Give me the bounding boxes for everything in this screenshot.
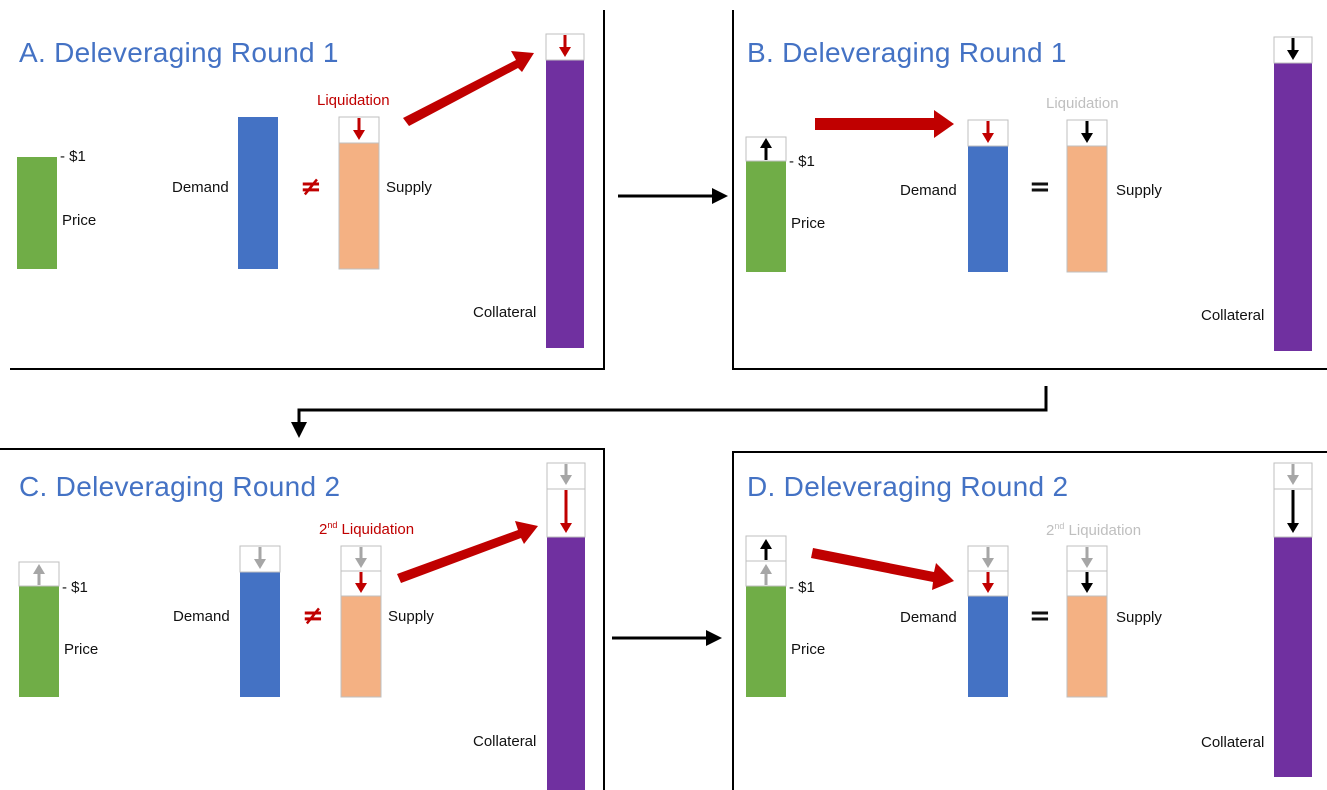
panel-a-frame [10, 10, 605, 370]
liquidation-ordinal-suffix: nd [327, 520, 338, 530]
not-equal-sign: ≠ [302, 601, 324, 631]
collateral-label: Collateral [473, 733, 537, 750]
price-bar [17, 157, 57, 269]
down-arrow-icon [1287, 38, 1299, 60]
supply-bar [338, 142, 380, 270]
up-arrow-icon [760, 138, 772, 160]
collateral-label: Collateral [1201, 734, 1265, 751]
flow-arrow-b-to-c [291, 386, 1048, 438]
liquidation-label: Liquidation [317, 92, 390, 109]
up-arrow-icon [33, 564, 45, 585]
big-red-arrow [815, 110, 954, 138]
big-red-arrow [811, 548, 954, 590]
down-arrow-icon [560, 490, 572, 533]
supply-bar [1066, 595, 1108, 698]
demand-bar [968, 146, 1008, 272]
demand-label: Demand [900, 609, 957, 626]
down-arrow-icon [355, 547, 367, 568]
panel-d-frame [732, 451, 1327, 790]
flow-arrow-c-to-d [612, 630, 722, 646]
demand-label: Demand [173, 608, 230, 625]
collateral-bar [547, 537, 585, 790]
equal-sign: = [1029, 172, 1051, 202]
down-arrow-icon [1081, 547, 1093, 568]
liquidation-text: Liquidation [1064, 522, 1142, 539]
supply-label: Supply [388, 608, 434, 625]
demand-bar [238, 117, 278, 269]
big-red-arrow [403, 51, 534, 126]
equal-sign: = [1029, 601, 1051, 631]
liquidation-ordinal-suffix: nd [1054, 521, 1065, 531]
price-label: Price [62, 212, 97, 229]
down-arrow-icon [1287, 490, 1299, 533]
down-arrow-icon [254, 547, 266, 569]
panel-b [745, 36, 1313, 351]
panel-a [17, 33, 585, 348]
down-arrow-icon [559, 35, 571, 57]
down-arrow-icon [982, 572, 994, 593]
price-tick-label: - $1 [789, 153, 815, 170]
up-arrow-icon [760, 539, 772, 560]
price-label: Price [791, 641, 826, 658]
collateral-label: Collateral [1201, 307, 1265, 324]
liquidation-ordinal: 2 [319, 521, 328, 538]
liquidation-text: Liquidation [337, 521, 415, 538]
supply-label: Supply [1116, 182, 1162, 199]
demand-label: Demand [900, 182, 957, 199]
collateral-bar [1274, 537, 1312, 777]
down-arrow-icon [1081, 572, 1093, 593]
demand-bar [240, 572, 280, 697]
flow-arrow-a-to-b [618, 188, 728, 204]
panel-c [18, 462, 586, 790]
supply-bar [1066, 145, 1108, 273]
up-arrow-icon [760, 564, 772, 585]
supply-bar [340, 595, 382, 698]
second-liquidation-label: 2nd Liquidation [319, 520, 414, 538]
collateral-label: Collateral [473, 304, 537, 321]
panel-d-title: D. Deleveraging Round 2 [747, 471, 1069, 502]
panel-a-title: A. Deleveraging Round 1 [19, 37, 339, 68]
supply-label: Supply [386, 179, 432, 196]
down-arrow-icon [1287, 464, 1299, 485]
down-arrow-icon [982, 547, 994, 568]
big-red-arrow [397, 521, 538, 583]
panel-b-title: B. Deleveraging Round 1 [747, 37, 1067, 68]
down-arrow-icon [982, 121, 994, 143]
liquidation-label: Liquidation [1046, 95, 1119, 112]
price-label: Price [64, 641, 99, 658]
second-liquidation-label: 2nd Liquidation [1046, 521, 1141, 539]
down-arrow-icon [1081, 121, 1093, 143]
price-tick-label: - $1 [789, 579, 815, 596]
price-bar [746, 161, 786, 272]
liquidation-ordinal: 2 [1046, 522, 1055, 539]
panel-c-frame [0, 448, 605, 790]
down-arrow-icon [355, 572, 367, 593]
panel-d [745, 462, 1313, 777]
price-tick-label: - $1 [62, 579, 88, 596]
panel-b-frame [732, 10, 1327, 370]
panel-c-title: C. Deleveraging Round 2 [19, 471, 341, 502]
supply-label: Supply [1116, 609, 1162, 626]
down-arrow-icon [353, 118, 365, 140]
demand-bar [968, 596, 1008, 697]
price-tick-label: - $1 [60, 148, 86, 165]
collateral-bar [546, 60, 584, 348]
demand-label: Demand [172, 179, 229, 196]
price-bar [19, 586, 59, 697]
price-label: Price [791, 215, 826, 232]
collateral-bar [1274, 63, 1312, 351]
down-arrow-icon [560, 464, 572, 485]
not-equal-sign: ≠ [300, 172, 322, 202]
price-bar [746, 586, 786, 697]
